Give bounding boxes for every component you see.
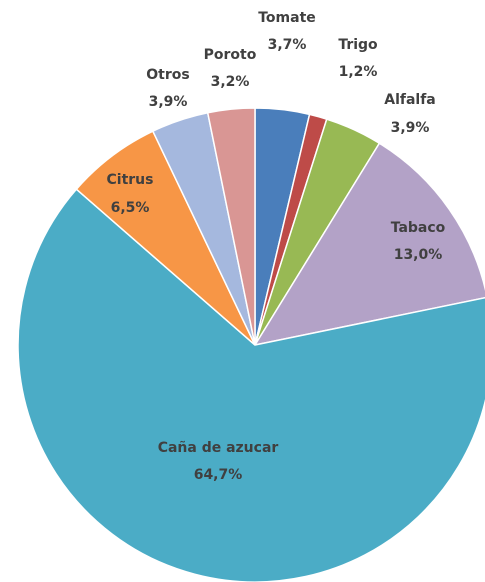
slice-percent: 6,5% <box>111 200 150 216</box>
slice-percent: 1,2% <box>339 64 378 80</box>
slice-name: Caña de azucar <box>158 440 279 456</box>
slice-name: Tabaco <box>391 220 446 236</box>
slice-percent: 3,9% <box>391 120 430 136</box>
slice-name: Alfalfa <box>384 92 436 108</box>
pie-slice <box>17 188 485 582</box>
slice-percent: 3,7% <box>268 37 307 53</box>
slice-percent: 64,7% <box>194 467 243 483</box>
slice-percent: 3,2% <box>211 74 250 90</box>
slice-name: Poroto <box>204 47 257 63</box>
slice-name: Citrus <box>107 172 154 188</box>
slice-name: Tomate <box>258 10 316 26</box>
slice-percent: 13,0% <box>394 247 443 263</box>
slice-name: Trigo <box>338 37 378 53</box>
pie-slice <box>206 107 256 346</box>
slice-name: Otros <box>146 67 189 83</box>
pie-slice <box>253 142 485 347</box>
slice-percent: 3,9% <box>149 94 188 110</box>
